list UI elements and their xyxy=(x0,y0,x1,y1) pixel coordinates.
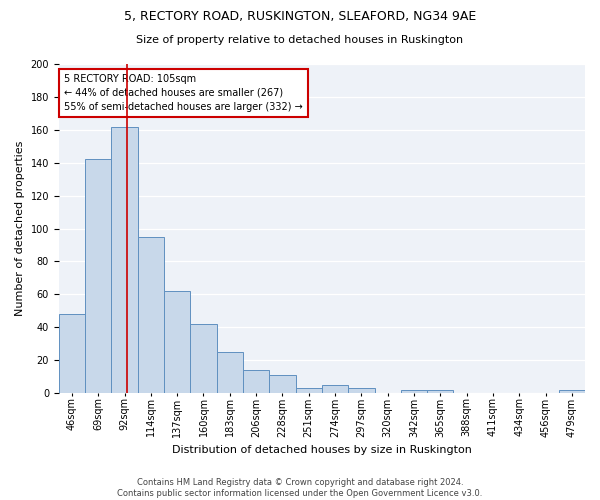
Bar xyxy=(190,324,217,393)
Bar xyxy=(559,390,585,393)
Text: Size of property relative to detached houses in Ruskington: Size of property relative to detached ho… xyxy=(136,35,464,45)
Bar xyxy=(296,388,322,393)
Text: Contains HM Land Registry data © Crown copyright and database right 2024.
Contai: Contains HM Land Registry data © Crown c… xyxy=(118,478,482,498)
Bar xyxy=(164,291,190,393)
Bar xyxy=(243,370,269,393)
Bar xyxy=(348,388,374,393)
Bar xyxy=(401,390,427,393)
Bar xyxy=(217,352,243,393)
Bar xyxy=(138,237,164,393)
Bar xyxy=(112,126,138,393)
Bar xyxy=(59,314,85,393)
Bar xyxy=(269,375,296,393)
Bar xyxy=(427,390,454,393)
Bar xyxy=(85,160,112,393)
Y-axis label: Number of detached properties: Number of detached properties xyxy=(15,141,25,316)
X-axis label: Distribution of detached houses by size in Ruskington: Distribution of detached houses by size … xyxy=(172,445,472,455)
Text: 5 RECTORY ROAD: 105sqm
← 44% of detached houses are smaller (267)
55% of semi-de: 5 RECTORY ROAD: 105sqm ← 44% of detached… xyxy=(64,74,303,112)
Bar xyxy=(322,385,348,393)
Text: 5, RECTORY ROAD, RUSKINGTON, SLEAFORD, NG34 9AE: 5, RECTORY ROAD, RUSKINGTON, SLEAFORD, N… xyxy=(124,10,476,23)
